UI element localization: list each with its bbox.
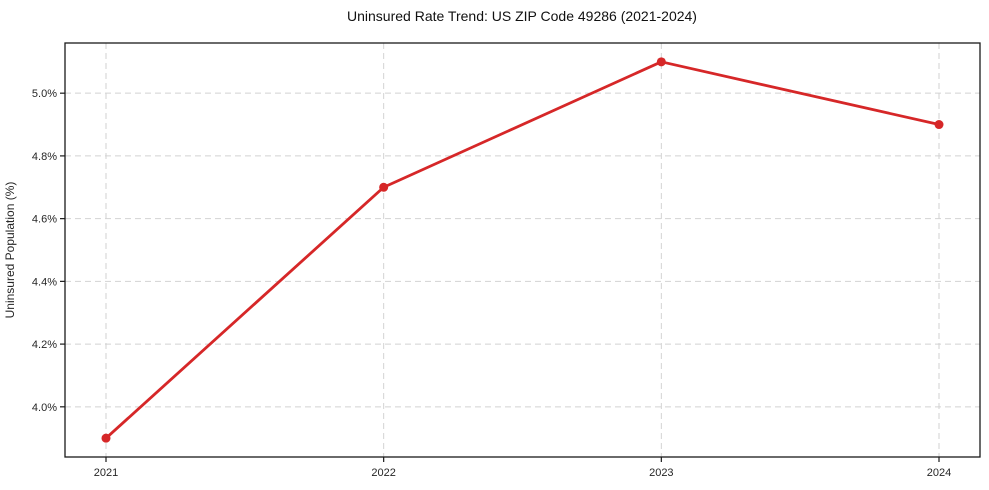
- grid-lines: [65, 43, 980, 457]
- data-point-marker: [379, 182, 389, 192]
- data-point-marker: [656, 57, 666, 67]
- y-tick-label: 4.2%: [32, 339, 57, 351]
- y-tick-label: 4.4%: [32, 276, 57, 288]
- y-tick-label: 4.0%: [32, 402, 57, 414]
- x-tick-label: 2024: [927, 467, 951, 479]
- y-tick-label: 4.6%: [32, 214, 57, 226]
- plot-border: [64, 42, 981, 458]
- x-tick-label: 2023: [649, 467, 673, 479]
- y-tick-label: 4.8%: [32, 151, 57, 163]
- axes: 2021 2022 2023 2024 4.0% 4.2% 4.4% 4.6% 4.8% 5.0%: [32, 42, 981, 479]
- y-axis-label: Uninsured Population (%): [3, 182, 17, 319]
- data-series: [101, 57, 944, 443]
- data-point-marker: [934, 120, 944, 130]
- chart-title: Uninsured Rate Trend: US ZIP Code 49286 …: [347, 8, 697, 24]
- trend-line: [104, 60, 941, 440]
- data-point-marker: [101, 433, 111, 443]
- x-tick-label: 2021: [94, 467, 118, 479]
- x-tick-label: 2022: [371, 467, 395, 479]
- y-tick-label: 5.0%: [32, 88, 57, 100]
